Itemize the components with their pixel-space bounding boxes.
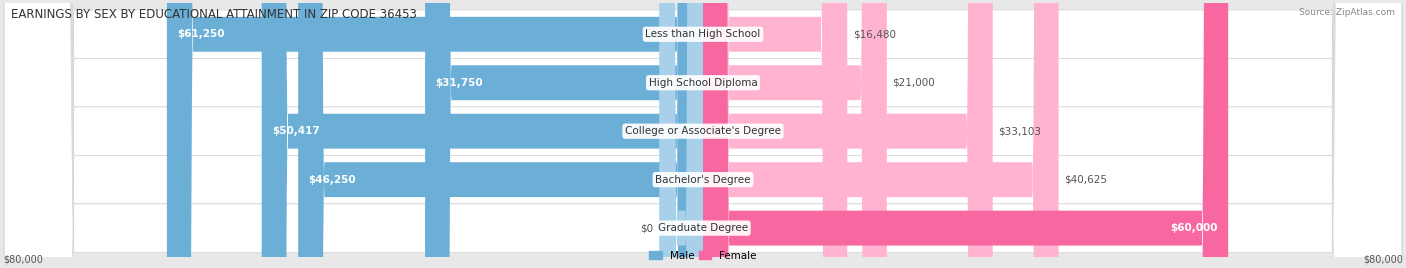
Legend: Male, Female: Male, Female — [645, 246, 761, 265]
Text: $40,625: $40,625 — [1064, 175, 1107, 185]
FancyBboxPatch shape — [703, 0, 887, 268]
Text: Less than High School: Less than High School — [645, 29, 761, 39]
Text: $16,480: $16,480 — [853, 29, 896, 39]
FancyBboxPatch shape — [4, 0, 1402, 268]
FancyBboxPatch shape — [425, 0, 703, 268]
Text: $31,750: $31,750 — [436, 78, 484, 88]
FancyBboxPatch shape — [4, 0, 1402, 268]
Text: Graduate Degree: Graduate Degree — [658, 223, 748, 233]
Text: $21,000: $21,000 — [893, 78, 935, 88]
FancyBboxPatch shape — [4, 0, 1402, 268]
Text: $80,000: $80,000 — [3, 255, 42, 265]
Text: EARNINGS BY SEX BY EDUCATIONAL ATTAINMENT IN ZIP CODE 36453: EARNINGS BY SEX BY EDUCATIONAL ATTAINMEN… — [11, 8, 418, 21]
FancyBboxPatch shape — [703, 0, 1229, 268]
Text: $46,250: $46,250 — [309, 175, 356, 185]
FancyBboxPatch shape — [659, 0, 703, 268]
FancyBboxPatch shape — [298, 0, 703, 268]
FancyBboxPatch shape — [703, 0, 1059, 268]
Text: $61,250: $61,250 — [177, 29, 225, 39]
FancyBboxPatch shape — [703, 0, 993, 268]
Text: $50,417: $50,417 — [273, 126, 321, 136]
FancyBboxPatch shape — [4, 0, 1402, 268]
FancyBboxPatch shape — [262, 0, 703, 268]
Text: $60,000: $60,000 — [1170, 223, 1218, 233]
Text: $0: $0 — [641, 223, 654, 233]
Text: High School Diploma: High School Diploma — [648, 78, 758, 88]
Text: College or Associate's Degree: College or Associate's Degree — [626, 126, 780, 136]
Text: Bachelor's Degree: Bachelor's Degree — [655, 175, 751, 185]
Text: $33,103: $33,103 — [998, 126, 1042, 136]
FancyBboxPatch shape — [703, 0, 848, 268]
FancyBboxPatch shape — [4, 0, 1402, 268]
Text: Source: ZipAtlas.com: Source: ZipAtlas.com — [1299, 8, 1395, 17]
Text: $80,000: $80,000 — [1364, 255, 1403, 265]
FancyBboxPatch shape — [167, 0, 703, 268]
